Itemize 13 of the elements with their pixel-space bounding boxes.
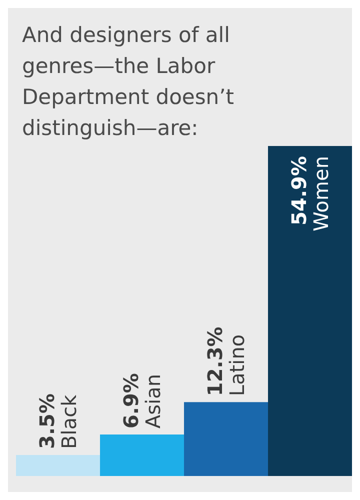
data-label: 6.9% <box>119 373 143 429</box>
bar <box>16 454 100 476</box>
chart-title: And designers of all genres—the Labor Department doesn’t distinguish—are: <box>22 22 236 142</box>
data-label: 3.5% <box>35 393 59 449</box>
bar <box>184 402 268 476</box>
x-tick-label: Latino <box>225 334 249 396</box>
x-tick-label: Black <box>57 394 81 449</box>
data-label: 12.3% <box>203 326 227 396</box>
bar <box>268 146 352 476</box>
x-tick-label: Asian <box>141 374 165 429</box>
x-tick-label: Women <box>309 156 333 232</box>
data-label: 54.9% <box>287 156 311 226</box>
bar <box>100 434 184 476</box>
